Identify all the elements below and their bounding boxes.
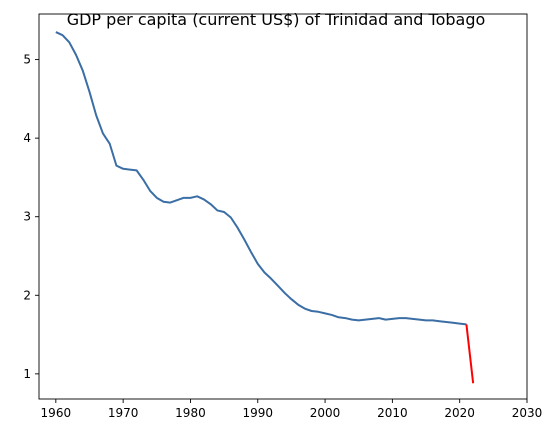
- y-axis: 1 2 3 4 5: [23, 53, 39, 381]
- chart-title: GDP per capita (current US$) of Trinidad…: [67, 10, 486, 29]
- series-line-gdp: [56, 32, 467, 324]
- x-tick-label: 2000: [310, 406, 341, 420]
- y-tick-label: 1: [23, 367, 31, 381]
- x-tick-label: 1990: [242, 406, 273, 420]
- x-tick-label: 1960: [41, 406, 72, 420]
- plot-area: [56, 32, 473, 383]
- y-tick-label: 5: [23, 53, 31, 67]
- x-axis: 1960 1970 1980 1990 2000 2010 2020 2030: [41, 399, 543, 420]
- x-tick-label: 1980: [175, 406, 206, 420]
- y-tick-label: 2: [23, 288, 31, 302]
- x-tick-label: 2020: [444, 406, 475, 420]
- x-tick-label: 1970: [108, 406, 139, 420]
- y-tick-label: 4: [23, 131, 31, 145]
- series-line-latest: [466, 324, 473, 383]
- plot-frame: [39, 14, 527, 399]
- y-tick-label: 3: [23, 210, 31, 224]
- x-tick-label: 2010: [377, 406, 408, 420]
- x-tick-label: 2030: [512, 406, 543, 420]
